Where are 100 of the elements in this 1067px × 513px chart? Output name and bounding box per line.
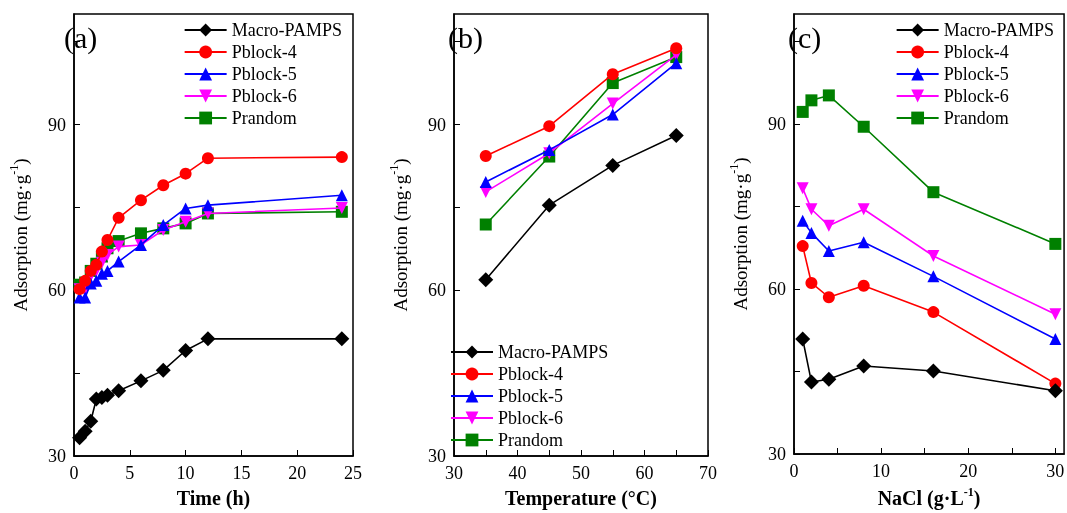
x-tick-label: 10: [176, 463, 195, 483]
point: [796, 214, 809, 227]
point: [805, 226, 818, 239]
legend-label: Pblock-6: [231, 86, 297, 106]
point: [805, 276, 818, 289]
y-tick-label: 30: [48, 446, 66, 466]
point: [1049, 237, 1062, 250]
point: [927, 270, 940, 283]
point: [606, 68, 619, 81]
point: [1047, 383, 1063, 399]
point: [805, 203, 818, 216]
y-tick-label: 90: [48, 114, 66, 135]
point: [927, 250, 940, 262]
legend-label: Pblock-5: [498, 386, 563, 406]
y-tick-label: 90: [768, 114, 786, 134]
point: [796, 105, 809, 118]
point: [157, 179, 170, 192]
point: [795, 331, 811, 347]
x-tick-label: 30: [1046, 461, 1065, 481]
point: [79, 291, 92, 304]
point: [605, 157, 621, 173]
point: [95, 245, 108, 258]
y-tick-label: 60: [428, 280, 446, 301]
point: [822, 245, 835, 258]
point: [670, 57, 683, 70]
point: [201, 152, 214, 165]
y-tick-label: 30: [428, 446, 446, 466]
x-tick-label: 0: [789, 461, 799, 481]
point: [134, 194, 147, 207]
point: [670, 42, 683, 55]
point: [857, 236, 870, 249]
point: [796, 182, 809, 195]
point: [201, 199, 214, 212]
x-tick-label: 0: [69, 463, 79, 483]
point: [111, 383, 127, 399]
point: [1049, 333, 1062, 346]
y-tick-label: 60: [768, 279, 786, 299]
point: [857, 120, 870, 133]
legend-label: Macro-PAMPS: [943, 20, 1054, 40]
x-tick-label: 30: [445, 463, 463, 483]
point: [927, 186, 940, 199]
legend-label: Pblock-5: [943, 64, 1009, 84]
legend-label: Macro-PAMPS: [498, 342, 609, 362]
x-tick-label: 25: [344, 463, 362, 483]
point: [112, 255, 125, 268]
y-axis-title: Adsorption (mg·g-1): [7, 158, 32, 312]
point: [796, 240, 809, 253]
point: [822, 89, 835, 102]
point: [179, 167, 192, 180]
point: [334, 331, 350, 347]
point: [857, 279, 870, 292]
point: [803, 374, 819, 390]
legend-label: Pblock-5: [231, 64, 297, 84]
y-tick-label: 30: [768, 444, 786, 464]
point: [101, 233, 114, 246]
point: [606, 108, 619, 121]
x-tick-label: 20: [959, 461, 978, 481]
point: [133, 373, 149, 389]
point: [335, 189, 348, 202]
point: [606, 97, 619, 110]
point: [821, 371, 837, 387]
point: [335, 201, 348, 214]
y-axis-title: Adsorption (mg·g-1): [387, 158, 412, 312]
point: [179, 202, 192, 215]
point: [1049, 308, 1062, 321]
legend-label: Pblock-6: [498, 408, 563, 428]
point: [112, 240, 125, 253]
point: [857, 203, 870, 216]
legend-label: Prandom: [498, 430, 563, 450]
point: [479, 175, 492, 188]
point: [155, 362, 171, 378]
x-axis-title: Time (h): [176, 487, 251, 510]
legend-label: Pblock-4: [231, 42, 297, 62]
legend-label: Pblock-6: [943, 86, 1009, 106]
legend-label: Prandom: [943, 108, 1009, 128]
point: [112, 211, 125, 224]
point: [822, 219, 835, 232]
point: [805, 94, 818, 107]
point: [822, 291, 835, 304]
y-tick-label: 90: [428, 114, 446, 135]
point: [543, 120, 556, 133]
point: [83, 413, 99, 429]
legend-label: Macro-PAMPS: [231, 20, 342, 40]
point: [541, 197, 557, 213]
point: [927, 306, 940, 319]
point: [479, 218, 492, 231]
y-tick-label: 60: [48, 280, 66, 301]
x-tick-label: 60: [635, 463, 654, 483]
point: [77, 423, 93, 439]
point: [856, 358, 872, 374]
point: [178, 342, 194, 358]
x-tick-label: 5: [125, 463, 135, 483]
point: [668, 128, 684, 144]
point: [134, 227, 147, 240]
point: [335, 151, 348, 164]
x-axis-title: Temperature (°C): [505, 487, 657, 510]
point: [925, 363, 941, 379]
legend-label: Pblock-4: [498, 364, 563, 384]
x-tick-label: 15: [232, 463, 251, 483]
legend-label: Pblock-4: [943, 42, 1009, 62]
